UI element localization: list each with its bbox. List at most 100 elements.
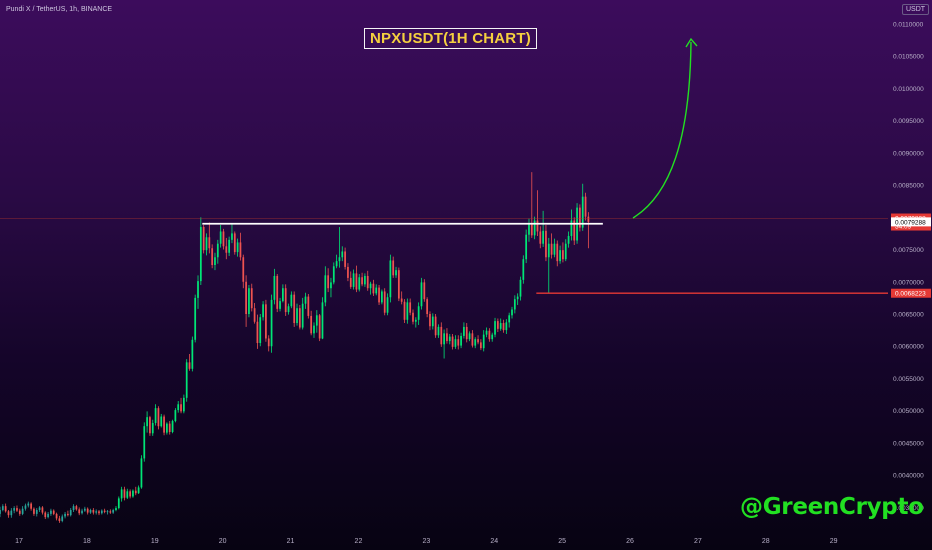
candle-body: [318, 315, 321, 339]
candle-body: [446, 333, 448, 342]
candle-body: [214, 257, 216, 265]
candle-body: [519, 279, 522, 297]
candle-body: [81, 510, 83, 514]
price-tag-bg: [891, 288, 931, 298]
candle-body: [341, 251, 344, 258]
candle-body: [58, 518, 61, 521]
candle-body: [539, 231, 542, 244]
candle-body: [375, 287, 378, 294]
candle-body: [533, 220, 536, 236]
candle-body: [64, 513, 66, 517]
candle-body: [205, 237, 208, 251]
candle-body: [361, 277, 363, 285]
candle-body: [166, 423, 168, 433]
candle-body: [426, 299, 429, 315]
candle-body: [225, 246, 228, 253]
candle-body: [253, 308, 256, 322]
candle-body: [344, 251, 346, 267]
candle-body: [400, 298, 403, 302]
candle-body: [177, 404, 180, 411]
candle-body: [477, 339, 479, 343]
levels-layer: [0, 218, 888, 294]
candle-body: [573, 220, 576, 241]
candle-body: [89, 510, 92, 513]
candle-body: [364, 275, 366, 285]
candle-body: [505, 322, 508, 331]
candle-body: [511, 309, 513, 316]
candle-body: [50, 510, 52, 514]
watermark-text: @GreenCrypto: [740, 494, 924, 520]
y-tick-label: 0.0090000: [893, 150, 924, 157]
candle-body: [378, 287, 380, 303]
candle-body: [451, 336, 454, 347]
projection-arrowhead: [685, 37, 698, 48]
candle-body: [41, 507, 44, 513]
x-tick-label: 24: [490, 538, 498, 545]
y-tick-label: 0.0100000: [893, 86, 924, 93]
candle-body: [579, 207, 581, 228]
candle-body: [347, 266, 349, 278]
y-tick-label: 0.0060000: [893, 344, 924, 351]
y-tick-label: 0.0040000: [893, 473, 924, 480]
candle-body: [191, 339, 194, 369]
candle-body: [298, 308, 301, 328]
y-tick-label: 0.0095000: [893, 118, 924, 125]
candle-body: [30, 503, 32, 509]
candle-body: [199, 226, 202, 282]
candle-body: [109, 511, 112, 513]
candle-body: [536, 220, 539, 232]
candle-body: [403, 301, 406, 320]
candle-body: [423, 282, 426, 300]
candle-body: [126, 491, 129, 498]
chart-title: NPXUSDT(1H CHART): [364, 28, 537, 49]
candle-body: [528, 224, 530, 235]
candle-body: [270, 299, 273, 347]
x-tick-label: 29: [830, 538, 838, 545]
candle-body: [293, 294, 296, 324]
candle-body: [440, 326, 443, 345]
candle-body: [443, 333, 445, 345]
candle-body: [154, 408, 157, 423]
candle-body: [437, 326, 440, 336]
y-tick-label: 0.0065000: [893, 312, 924, 319]
candle-body: [448, 336, 451, 342]
candle-body: [24, 505, 27, 509]
candle-body: [146, 417, 148, 427]
price-tag-sublabel: 34:09: [895, 224, 912, 231]
candle-body: [92, 510, 95, 513]
candle-body: [279, 301, 281, 309]
candle-body: [180, 404, 182, 412]
candle-body: [392, 260, 395, 276]
candle-body: [296, 308, 298, 324]
candle-body: [542, 230, 544, 244]
currency-button[interactable]: USDT: [902, 4, 930, 15]
candle-body: [310, 315, 313, 334]
candle-body: [429, 314, 431, 327]
candle-body: [355, 273, 358, 290]
candle-body: [132, 490, 134, 497]
candle-body: [502, 323, 505, 331]
candle-body: [228, 239, 231, 253]
y-axis: 0.0110000 0.0105000 0.0100000 0.0095000 0.00…: [893, 21, 924, 512]
candle-body: [265, 304, 267, 339]
candle-body: [55, 513, 58, 519]
candle-body: [349, 277, 352, 287]
projection-arrow: [632, 41, 692, 219]
candle-body: [587, 216, 590, 222]
candle-body: [151, 422, 154, 434]
candle-body: [556, 243, 559, 262]
candle-body: [21, 508, 24, 514]
candle-body: [231, 233, 233, 240]
candle-body: [233, 233, 236, 253]
candle-body: [185, 362, 188, 398]
candle-body: [366, 275, 369, 289]
candle-body: [120, 489, 123, 499]
candle-body: [530, 224, 533, 236]
candle-body: [457, 339, 460, 346]
candle-body: [454, 339, 457, 347]
candle-body: [47, 513, 49, 518]
x-tick-label: 22: [355, 538, 363, 545]
candle-body: [491, 334, 494, 340]
candle-body: [222, 231, 225, 247]
